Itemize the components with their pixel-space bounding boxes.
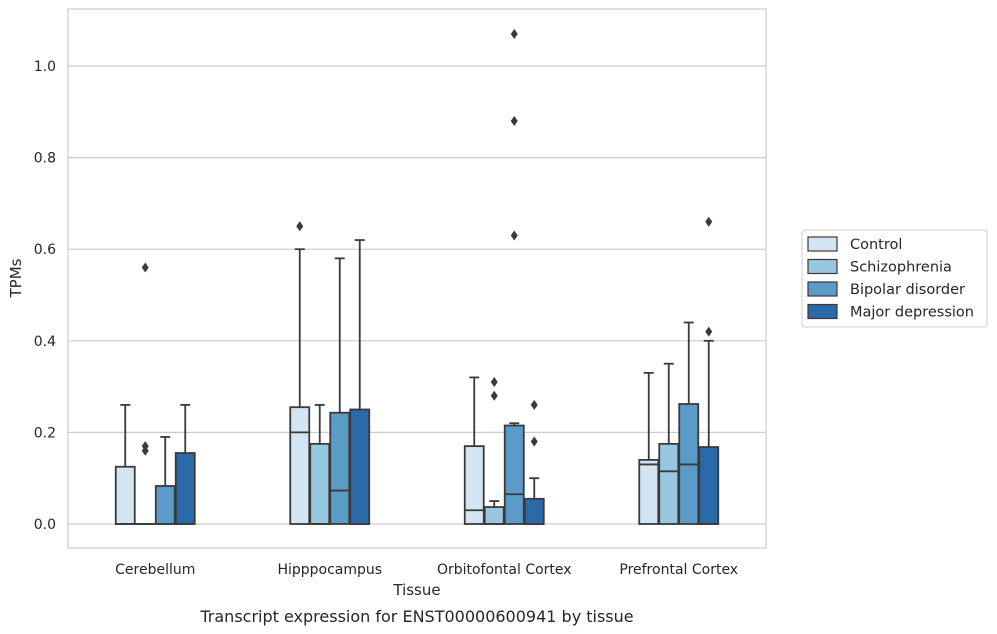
box-body <box>289 406 311 525</box>
box-schizophrenia <box>134 262 156 525</box>
box-body <box>698 446 720 525</box>
y-tick-label: 0.6 <box>34 242 56 258</box>
box-body <box>309 442 331 525</box>
x-tick-label: Cerebellum <box>115 562 195 578</box>
outlier-point <box>296 221 304 232</box>
y-tick-label: 0.8 <box>34 151 56 167</box>
y-tick-label: 0.0 <box>34 517 56 533</box>
box-body <box>154 485 176 525</box>
y-tick-label: 0.2 <box>34 425 56 441</box>
y-axis-label: TPMs <box>7 258 25 298</box>
box-body <box>329 411 351 525</box>
box-bipolar-disorder <box>503 28 525 525</box>
outlier-point <box>141 262 149 273</box>
box-body <box>463 445 485 525</box>
legend-frame <box>801 229 988 328</box>
box-body <box>114 465 136 525</box>
x-tick-label: Orbitofontal Cortex <box>437 562 572 578</box>
outlier-point <box>510 28 518 39</box>
box-body <box>523 497 545 525</box>
box-schizophrenia <box>309 404 331 525</box>
legend-swatch <box>807 236 838 252</box>
box-control <box>638 371 660 525</box>
box-schizophrenia <box>658 362 680 525</box>
box-body <box>483 506 505 525</box>
box-body <box>174 452 196 525</box>
outlier-point <box>510 230 518 241</box>
outlier-point <box>705 326 713 337</box>
legend-label: Schizophrenia <box>850 260 952 276</box>
box-bipolar-disorder <box>154 436 176 525</box>
legend-swatch <box>807 258 838 275</box>
legend-swatch <box>807 281 838 297</box>
outlier-point <box>141 445 149 456</box>
outlier-point <box>530 436 538 447</box>
box-control <box>463 376 485 525</box>
box-major-depression <box>698 216 720 525</box>
box-major-depression <box>349 239 371 525</box>
y-tick-labels: 0.0 0.2 0.4 0.6 0.8 1.0 <box>34 59 56 533</box>
box-bipolar-disorder <box>678 321 700 525</box>
outlier-point <box>530 399 538 410</box>
chart-caption: Transcript expression for ENST0000060094… <box>199 607 633 626</box>
box-schizophrenia <box>483 377 505 525</box>
box-body <box>349 408 371 525</box>
legend-label: Major depression <box>850 305 974 321</box>
x-tick-label: Prefrontal Cortex <box>619 562 738 578</box>
box-major-depression <box>523 399 545 525</box>
x-tick-labels: Cerebellum Hipppocampus Orbitofontal Corte… <box>115 562 738 578</box>
box-control <box>114 404 136 525</box>
outlier-point <box>510 115 518 126</box>
outlier-point <box>705 216 713 227</box>
outlier-point <box>490 390 498 401</box>
legend-swatch <box>807 303 838 320</box>
boxes <box>114 28 720 525</box>
legend: Control Schizophrenia Bipolar disorder Majo… <box>801 229 988 328</box>
legend-label: Bipolar disorder <box>850 282 965 298</box>
outlier-point <box>490 377 498 388</box>
box-control <box>289 221 311 525</box>
box-major-depression <box>174 404 196 525</box>
legend-label: Control <box>850 237 902 253</box>
box-body <box>658 442 680 525</box>
x-axis-label: Tissue <box>392 581 440 599</box>
y-tick-label: 1.0 <box>34 59 56 75</box>
box-bipolar-disorder <box>329 257 351 525</box>
plot-frame <box>67 8 767 549</box>
box-body <box>503 424 525 525</box>
x-tick-label: Hipppocampus <box>277 562 382 578</box>
y-tick-label: 0.4 <box>34 334 56 350</box>
box-body <box>638 458 660 525</box>
